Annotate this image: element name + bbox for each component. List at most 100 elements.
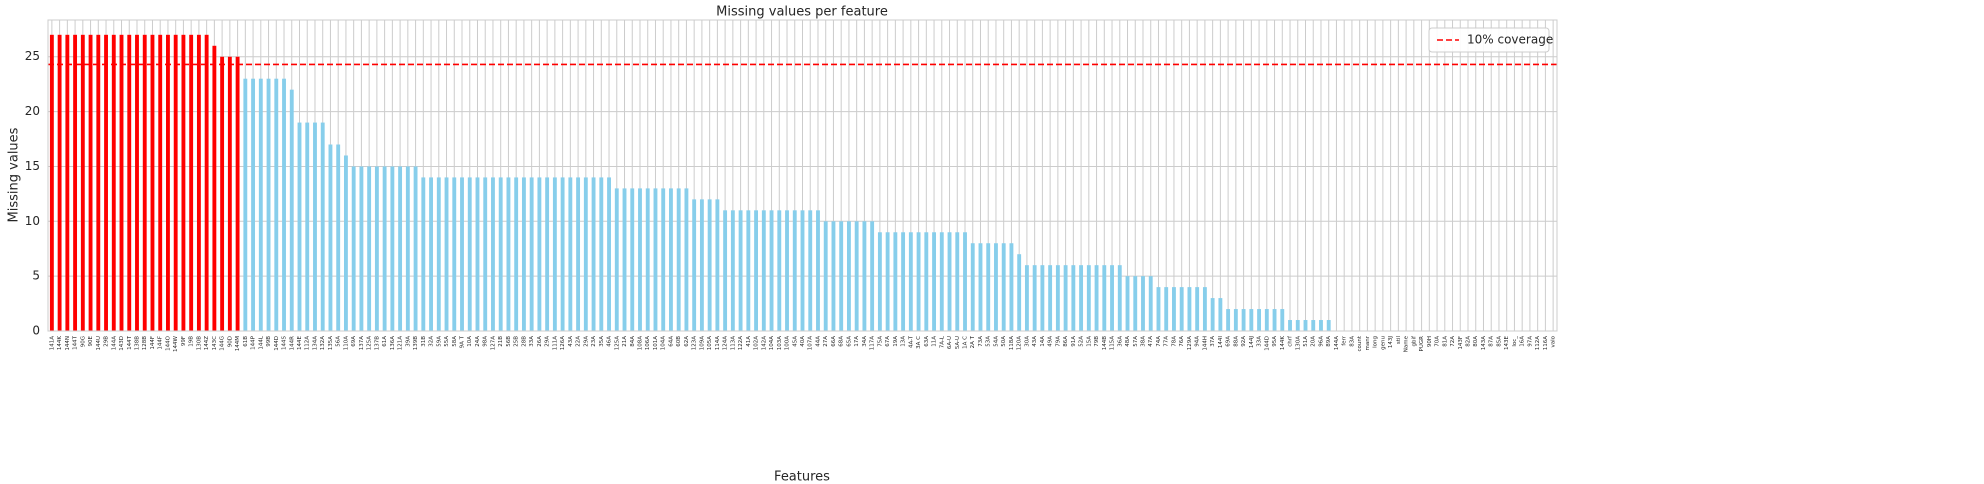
x-tick-label: 43A <box>1032 336 1038 347</box>
bar <box>282 78 286 331</box>
bar <box>104 34 108 332</box>
bar <box>1233 309 1238 331</box>
x-tick-label: 75A <box>877 336 883 347</box>
x-tick-label: 17A <box>854 336 860 347</box>
x-tick-label: 144T <box>73 335 79 349</box>
bar <box>947 232 952 331</box>
x-tick-label: 48A <box>1125 336 1131 347</box>
bar <box>777 210 782 331</box>
bar <box>614 188 619 331</box>
x-tick-label: 70A <box>1435 336 1441 347</box>
bar <box>173 34 178 332</box>
bar <box>699 199 704 331</box>
x-tick-label: 121A <box>398 336 404 350</box>
x-tick-label: 50A <box>1001 336 1007 347</box>
x-tick-label: 144K <box>1280 336 1286 350</box>
x-tick-label: 54A <box>993 336 999 347</box>
x-tick-label: 65A <box>846 336 852 347</box>
x-tick-label: 132A <box>320 336 326 350</box>
bar <box>908 232 913 331</box>
bar <box>521 177 526 331</box>
x-tick-label: 59A <box>436 336 442 347</box>
bar <box>638 188 642 331</box>
bar <box>622 188 627 331</box>
bar <box>1141 276 1145 331</box>
x-tick-label: 40A <box>800 336 806 347</box>
bar <box>514 177 519 331</box>
bar <box>1303 320 1308 331</box>
bar <box>313 122 317 331</box>
bar <box>390 166 395 331</box>
x-tick-label: chrf <box>1288 335 1294 347</box>
bar <box>166 34 170 332</box>
x-tick-label: 106A <box>645 336 651 350</box>
bar <box>1055 265 1060 331</box>
bar <box>382 166 387 331</box>
x-tick-label: 122A <box>738 336 744 350</box>
x-tick-label: 144B <box>1102 336 1108 350</box>
x-tick-label: 57A <box>1133 336 1139 347</box>
x-tick-label: 49A <box>1048 336 1054 347</box>
x-tick-label: 144P <box>251 335 257 349</box>
x-tick-label: 89A <box>1326 336 1332 347</box>
x-tick-label: 79A <box>1055 336 1061 347</box>
x-tick-label: 51A <box>1303 336 1309 347</box>
bar <box>1024 265 1029 331</box>
x-tick-label: 143C <box>212 336 218 350</box>
x-tick-label: Name <box>1404 335 1410 352</box>
x-tick-label: 26A <box>537 336 543 347</box>
bar <box>537 177 542 331</box>
x-tick-label: 104A <box>661 336 667 350</box>
x-tick-label: loc_ <box>1512 336 1518 347</box>
bar <box>808 210 813 331</box>
plot-frame <box>47 19 1558 332</box>
x-tick-label: 32A <box>429 336 435 347</box>
x-tick-label: 144D <box>274 336 280 351</box>
x-tick-label: 144A <box>1334 336 1340 350</box>
x-tick-label: 144J <box>1249 336 1255 348</box>
x-tick-label: 144I <box>1218 336 1224 348</box>
x-tick-label: 37A <box>1210 336 1216 347</box>
bar <box>158 34 163 332</box>
x-tick-label: 1A C <box>963 336 969 349</box>
x-tick-label: 134A <box>312 336 318 350</box>
x-tick-label: 117A <box>870 336 876 350</box>
bar <box>243 78 248 331</box>
x-tick-label: PUGR <box>1419 336 1425 352</box>
bar <box>932 232 936 331</box>
bar <box>893 232 898 331</box>
bar <box>552 177 557 331</box>
x-tick-label: 135A <box>328 336 334 350</box>
bar <box>1048 265 1053 331</box>
bar <box>692 199 697 331</box>
x-tick-label: 137A <box>359 336 365 350</box>
x-tick-label: 29A <box>583 336 589 347</box>
bar <box>96 34 101 332</box>
bar <box>1226 309 1231 331</box>
x-tick-label: 109A <box>699 336 705 350</box>
x-tick-label: 19B <box>189 336 195 347</box>
x-tick-label: 62A <box>684 336 690 347</box>
x-tick-label: 110A <box>343 336 349 350</box>
x-tick-label: 76A <box>1179 336 1185 347</box>
bar <box>498 177 503 331</box>
x-tick-label: 27A <box>823 336 829 347</box>
x-tick-label: 52A <box>1079 336 1085 347</box>
x-tick-label: 90H <box>1427 336 1433 347</box>
x-tick-label: count <box>1357 335 1363 351</box>
bar <box>1272 309 1277 331</box>
x-tick-label: 55A <box>444 336 450 347</box>
x-tick-label: 144S <box>282 336 288 350</box>
bar <box>1102 265 1107 331</box>
bar <box>560 177 565 331</box>
bar <box>57 34 62 332</box>
x-tick-label: 144D <box>1264 336 1270 351</box>
x-tick-label: 14A <box>1040 336 1046 347</box>
bar <box>645 188 650 331</box>
x-tick-label: 111A <box>552 336 558 350</box>
bar <box>452 177 457 331</box>
x-tick-label: 24A <box>475 336 481 347</box>
x-tick-label: 95A <box>1272 336 1278 347</box>
x-tick-label: 56A <box>336 336 342 347</box>
bar <box>846 221 851 331</box>
